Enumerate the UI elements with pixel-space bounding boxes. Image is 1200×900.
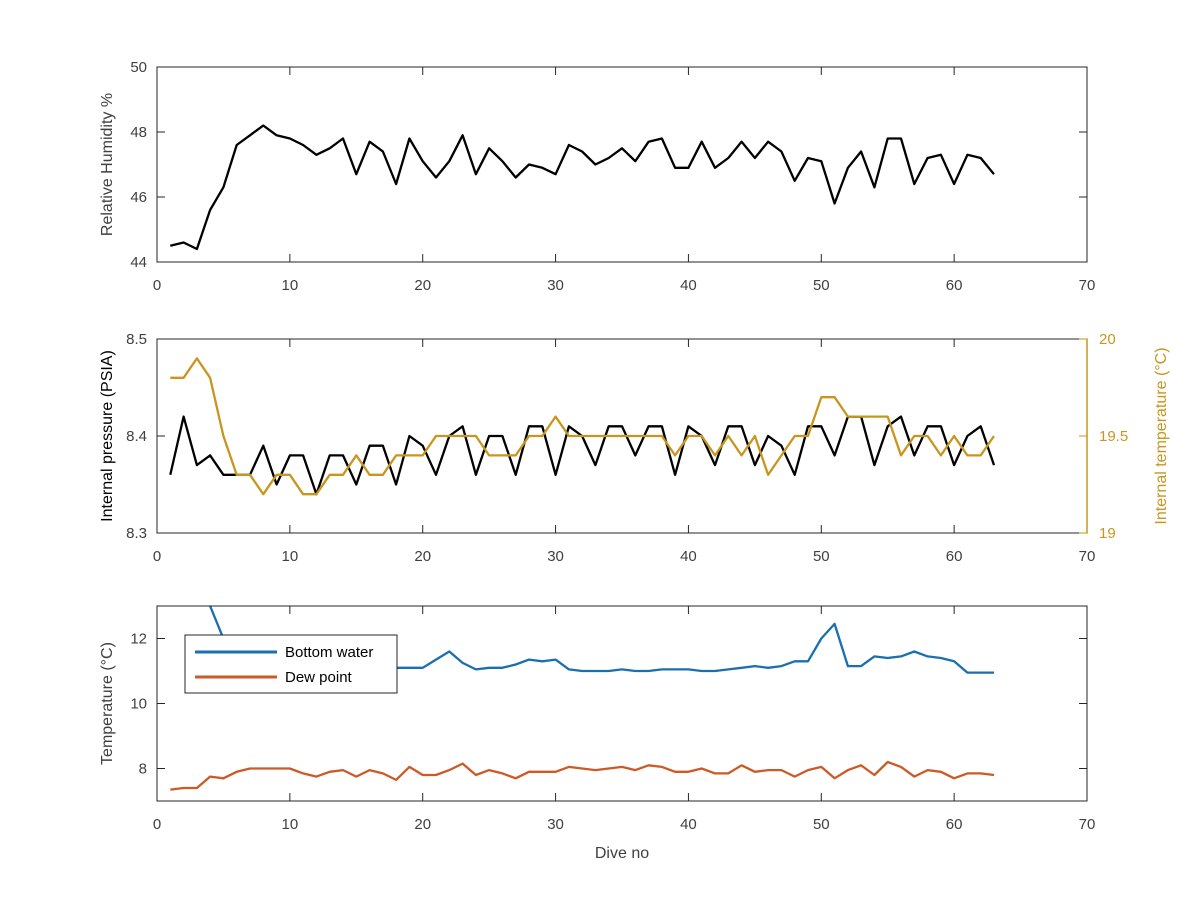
y-tick-label: 8.4	[126, 428, 147, 445]
x-tick-label: 30	[547, 277, 564, 294]
x-axis-label: Dive no	[595, 845, 649, 862]
legend: Bottom water Dew point	[184, 634, 398, 694]
y-tick-label-right: 19	[1099, 525, 1116, 542]
axes-frame	[156, 66, 1088, 263]
y-tick-label: 12	[130, 631, 147, 648]
plot-panel-2: 0 10 20 30 40 50 60 70 8.3 8.4 8.5 19 19.5 20 Internal…	[99, 331, 1170, 565]
x-tick-label: 0	[153, 277, 161, 294]
x-tick-label: 50	[813, 277, 830, 294]
x-tick-label: 60	[946, 816, 963, 833]
x-tick-label: 70	[1079, 816, 1096, 833]
y-axis-label: Temperature (°C)	[99, 642, 116, 765]
x-tick-label: 60	[946, 548, 963, 565]
y-tick-label-right: 20	[1099, 331, 1116, 348]
legend-entry: Bottom water	[285, 644, 373, 661]
x-tick-label: 0	[153, 816, 161, 833]
x-tick-label: 20	[414, 816, 431, 833]
y-tick-label: 8.3	[126, 525, 147, 542]
x-tick-label: 70	[1079, 548, 1096, 565]
y-axis-label: Internal pressure (PSIA)	[99, 350, 116, 522]
x-tick-label: 30	[547, 816, 564, 833]
x-tick-label: 20	[414, 277, 431, 294]
plot-panel-3: 0 10 20 30 40 50 60 70 8 10 12 Temperature (°C) Dive…	[99, 605, 1096, 862]
x-tick-label: 10	[282, 277, 299, 294]
x-tick-label: 40	[680, 277, 697, 294]
y-tick-label: 8	[139, 761, 147, 778]
series-line-1	[170, 124, 995, 251]
x-tick-label: 50	[813, 548, 830, 565]
plot-panel-1: 0 10 20 30 40 50 60 70 44 46 48 50 Relative Humidity…	[99, 59, 1095, 294]
y-tick-label: 46	[130, 189, 147, 206]
y-axis-label: Relative Humidity %	[99, 93, 116, 236]
x-tick-label: 40	[680, 816, 697, 833]
x-tick-label: 10	[282, 548, 299, 565]
y-tick-label: 10	[130, 696, 147, 713]
y-axis-label-right: Internal temperature (°C)	[1153, 347, 1170, 524]
legend-box	[184, 634, 398, 694]
series-line-2	[170, 357, 995, 496]
x-tick-label: 50	[813, 816, 830, 833]
y-tick-label: 8.5	[126, 331, 147, 348]
y-tick-label: 48	[130, 124, 147, 141]
x-tick-label: 30	[547, 548, 564, 565]
y-tick-label: 44	[130, 254, 147, 271]
legend-entry: Dew point	[285, 669, 353, 686]
x-tick-label: 40	[680, 548, 697, 565]
series-line-dew-point	[170, 760, 995, 791]
x-tick-label: 0	[153, 548, 161, 565]
y-tick-label-right: 19.5	[1099, 428, 1128, 445]
x-tick-label: 20	[414, 548, 431, 565]
x-tick-label: 70	[1079, 277, 1096, 294]
y-tick-label: 50	[130, 59, 147, 76]
x-tick-label: 10	[282, 816, 299, 833]
x-tick-label: 60	[946, 277, 963, 294]
